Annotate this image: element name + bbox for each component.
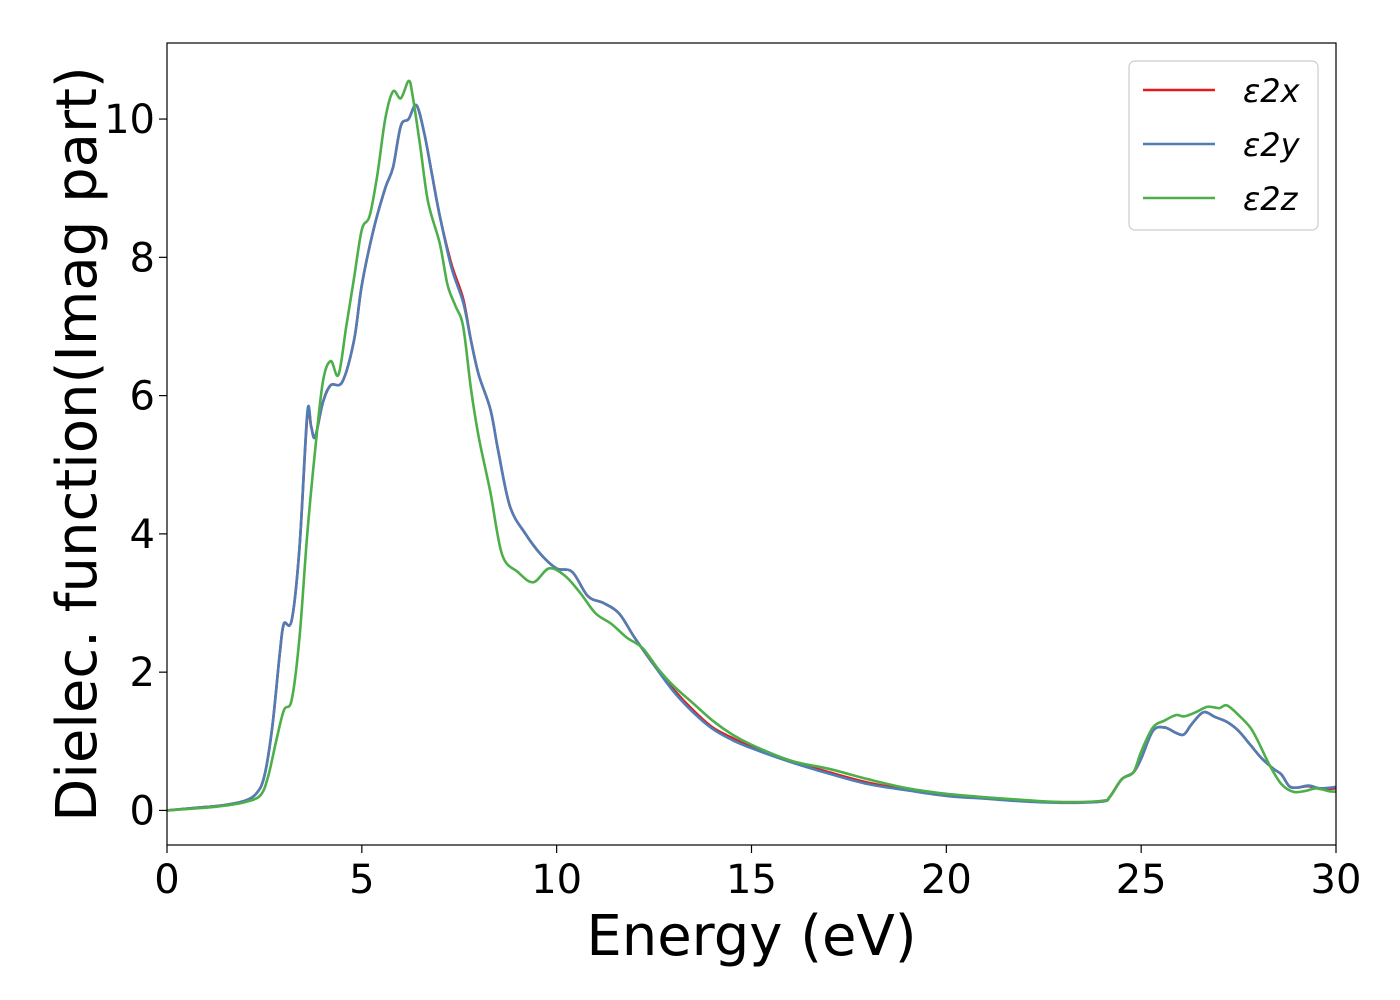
legend-label: ε2y xyxy=(1243,126,1301,164)
legend: ε2x ε2y ε2z xyxy=(1128,60,1319,231)
legend-label: ε2z xyxy=(1243,180,1299,218)
x-tick-label: 30 xyxy=(1311,857,1362,903)
y-tick-label: 10 xyxy=(104,97,155,143)
y-tick-label: 0 xyxy=(130,788,155,834)
series-layer xyxy=(166,79,1337,812)
x-tick-label: 10 xyxy=(531,857,582,903)
y-tick-label: 6 xyxy=(130,374,155,420)
x-tick-label: 5 xyxy=(349,857,374,903)
y-axis-ticks: 0 2 4 6 8 10 xyxy=(104,97,167,834)
y-axis-label: Dielec. function(Imag part) xyxy=(45,66,110,822)
legend-box xyxy=(1128,60,1319,231)
x-axis-ticks: 0 5 10 15 20 25 30 xyxy=(154,845,1361,903)
x-tick-label: 25 xyxy=(1116,857,1167,903)
legend-label: ε2x xyxy=(1243,72,1301,110)
x-tick-label: 20 xyxy=(921,857,972,903)
series-line-2 xyxy=(166,103,1337,812)
x-tick-label: 15 xyxy=(726,857,777,903)
series-line-3 xyxy=(166,79,1337,812)
y-tick-label: 8 xyxy=(130,235,155,281)
y-tick-label: 4 xyxy=(130,512,155,558)
y-tick-label: 2 xyxy=(130,650,155,696)
x-tick-label: 0 xyxy=(154,857,179,903)
x-axis-label: Energy (eV) xyxy=(586,904,916,969)
